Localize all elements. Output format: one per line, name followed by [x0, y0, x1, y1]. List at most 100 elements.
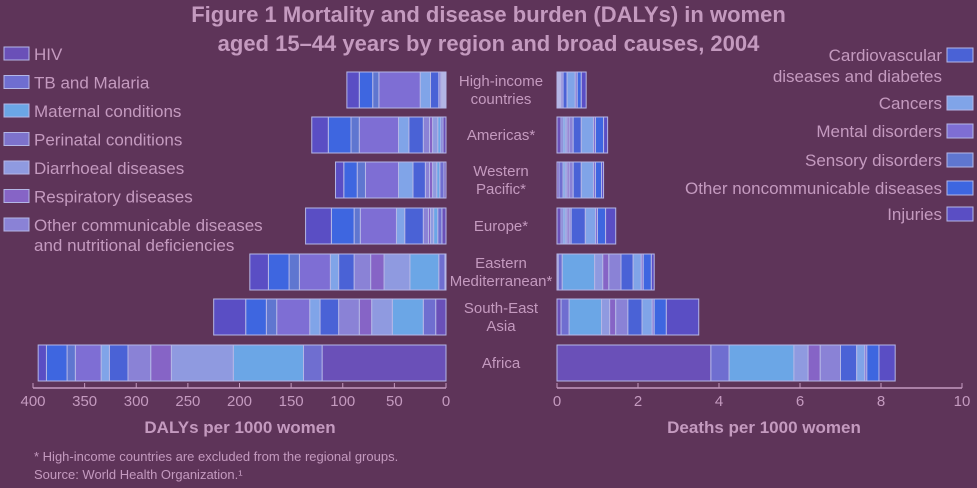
- bar-left-3-6: [422, 207, 429, 245]
- legend-swatch-left-3: [3, 132, 30, 146]
- bar-right-5-6: [615, 298, 629, 336]
- tick-label-right-2: 4: [715, 393, 723, 410]
- bar-left-2-7: [412, 161, 426, 199]
- bar-left-0-7: [430, 71, 440, 109]
- bar-left-6-10: [66, 344, 76, 382]
- bar-left-6-5: [150, 344, 172, 382]
- bar-left-2-12: [335, 161, 345, 199]
- bar-left-5-6: [338, 298, 360, 336]
- bar-right-6-1: [710, 344, 730, 382]
- category-label-4-1: Mediterranean*: [450, 273, 553, 290]
- bar-left-6-8: [100, 344, 110, 382]
- bar-left-5-7: [319, 298, 340, 336]
- bar-left-4-10: [288, 253, 300, 291]
- bar-left-1-12: [311, 116, 329, 154]
- category-label-0-1: countries: [471, 91, 532, 108]
- bar-right-3-0: [556, 207, 562, 245]
- bar-left-3-7: [404, 207, 424, 245]
- legend-swatch-right-4: [946, 180, 974, 196]
- bar-left-2-1: [439, 161, 445, 199]
- bar-left-2-8: [398, 161, 414, 199]
- bar-right-0-8: [566, 71, 576, 109]
- bar-left-5-2: [391, 298, 424, 336]
- tick-label-right-0: 0: [553, 393, 561, 410]
- bar-left-6-11: [45, 344, 68, 382]
- legend-label-right-0-1: diseases and diabetes: [773, 67, 942, 86]
- bar-left-1-11: [327, 116, 352, 154]
- bar-right-4-1: [557, 253, 563, 291]
- legend-swatch-left-2: [3, 103, 30, 118]
- legend-swatch-left-6: [3, 217, 30, 232]
- bar-left-2-4: [432, 161, 438, 199]
- bar-left-0-9: [378, 71, 421, 109]
- bar-right-3-8: [584, 207, 596, 245]
- bar-right-5-12: [665, 298, 700, 336]
- bar-left-0-12: [346, 71, 360, 109]
- bar-left-4-8: [329, 253, 340, 291]
- bar-left-6-1: [303, 344, 323, 382]
- bar-right-2-8: [580, 161, 594, 199]
- bar-left-4-7: [338, 253, 355, 291]
- bar-left-3-10: [353, 207, 361, 245]
- legend-label-left-6-1: and nutritional deficiencies: [34, 236, 234, 255]
- bar-left-4-6: [353, 253, 372, 291]
- bar-left-5-10: [265, 298, 278, 336]
- bar-right-4-2: [561, 253, 596, 291]
- bar-left-6-2: [232, 344, 305, 382]
- bar-right-0-11: [576, 71, 582, 109]
- bar-right-6-5: [807, 344, 821, 382]
- tick-label-left-1: 350: [72, 393, 97, 410]
- title-prefix: Figure 1: [191, 2, 277, 27]
- legend-label-left-5-0: Respiratory diseases: [34, 188, 193, 207]
- legend-label-left-6-0: Other communicable diseases: [34, 216, 263, 235]
- tick-label-right-3: 6: [796, 393, 804, 410]
- bar-left-5-0: [435, 298, 447, 336]
- category-label-5-0: South-East: [464, 300, 539, 317]
- bar-left-2-6: [424, 161, 430, 199]
- legend-swatch-right-3: [946, 152, 974, 168]
- bar-left-6-7: [108, 344, 129, 382]
- bar-left-0-10: [372, 71, 380, 109]
- legend-label-left-2-0: Maternal conditions: [34, 102, 181, 121]
- legend-label-right-2-0: Mental disorders: [816, 122, 942, 141]
- bar-right-1-8: [580, 116, 594, 154]
- legend-label-left-1-0: TB and Malaria: [34, 74, 150, 93]
- x-axis-title-right: Deaths per 1000 women: [667, 418, 861, 437]
- chart-title: Figure 1 Mortality and disease burden (D…: [0, 0, 977, 58]
- bar-left-4-2: [409, 253, 440, 291]
- bar-right-5-7: [627, 298, 643, 336]
- bar-left-5-4: [371, 298, 393, 336]
- legend-label-left-4-0: Diarrhoeal diseases: [34, 159, 184, 178]
- bar-left-5-9: [276, 298, 311, 336]
- bar-right-1-0: [556, 116, 562, 154]
- bar-right-4-5: [602, 253, 610, 291]
- bar-right-5-2: [568, 298, 603, 336]
- tick-label-left-5: 150: [279, 393, 304, 410]
- category-label-3-0: Europe*: [474, 218, 528, 235]
- legend-label-left-0-0: HIV: [34, 45, 63, 64]
- bar-left-0-11: [358, 71, 374, 109]
- legend-label-right-0-0: Cardiovascular: [829, 46, 943, 65]
- bar-left-4-4: [383, 253, 411, 291]
- bar-right-0-7: [562, 71, 568, 109]
- tick-label-right-5: 10: [954, 393, 971, 410]
- bar-right-4-7: [620, 253, 634, 291]
- bar-left-6-12: [37, 344, 47, 382]
- bar-left-2-9: [364, 161, 400, 199]
- bar-left-4-12: [249, 253, 269, 291]
- bar-right-5-4: [601, 298, 611, 336]
- bar-right-1-6: [568, 116, 574, 154]
- category-label-5-1: Asia: [486, 318, 516, 335]
- legend-swatch-left-0: [3, 46, 30, 61]
- bar-left-1-10: [350, 116, 360, 154]
- bar-left-2-10: [356, 161, 366, 199]
- bar-left-0-8: [419, 71, 432, 109]
- title-bold-line1: Mortality and disease burden (DALYs) in …: [282, 2, 786, 27]
- legend-label-right-5-0: Injuries: [887, 205, 942, 224]
- bar-right-2-6: [568, 161, 574, 199]
- tick-label-right-4: 8: [877, 393, 885, 410]
- bar-left-6-0: [321, 344, 447, 382]
- tick-label-right-1: 2: [634, 393, 642, 410]
- legend-label-right-3-0: Sensory disorders: [805, 151, 942, 170]
- bar-right-2-7: [572, 161, 582, 199]
